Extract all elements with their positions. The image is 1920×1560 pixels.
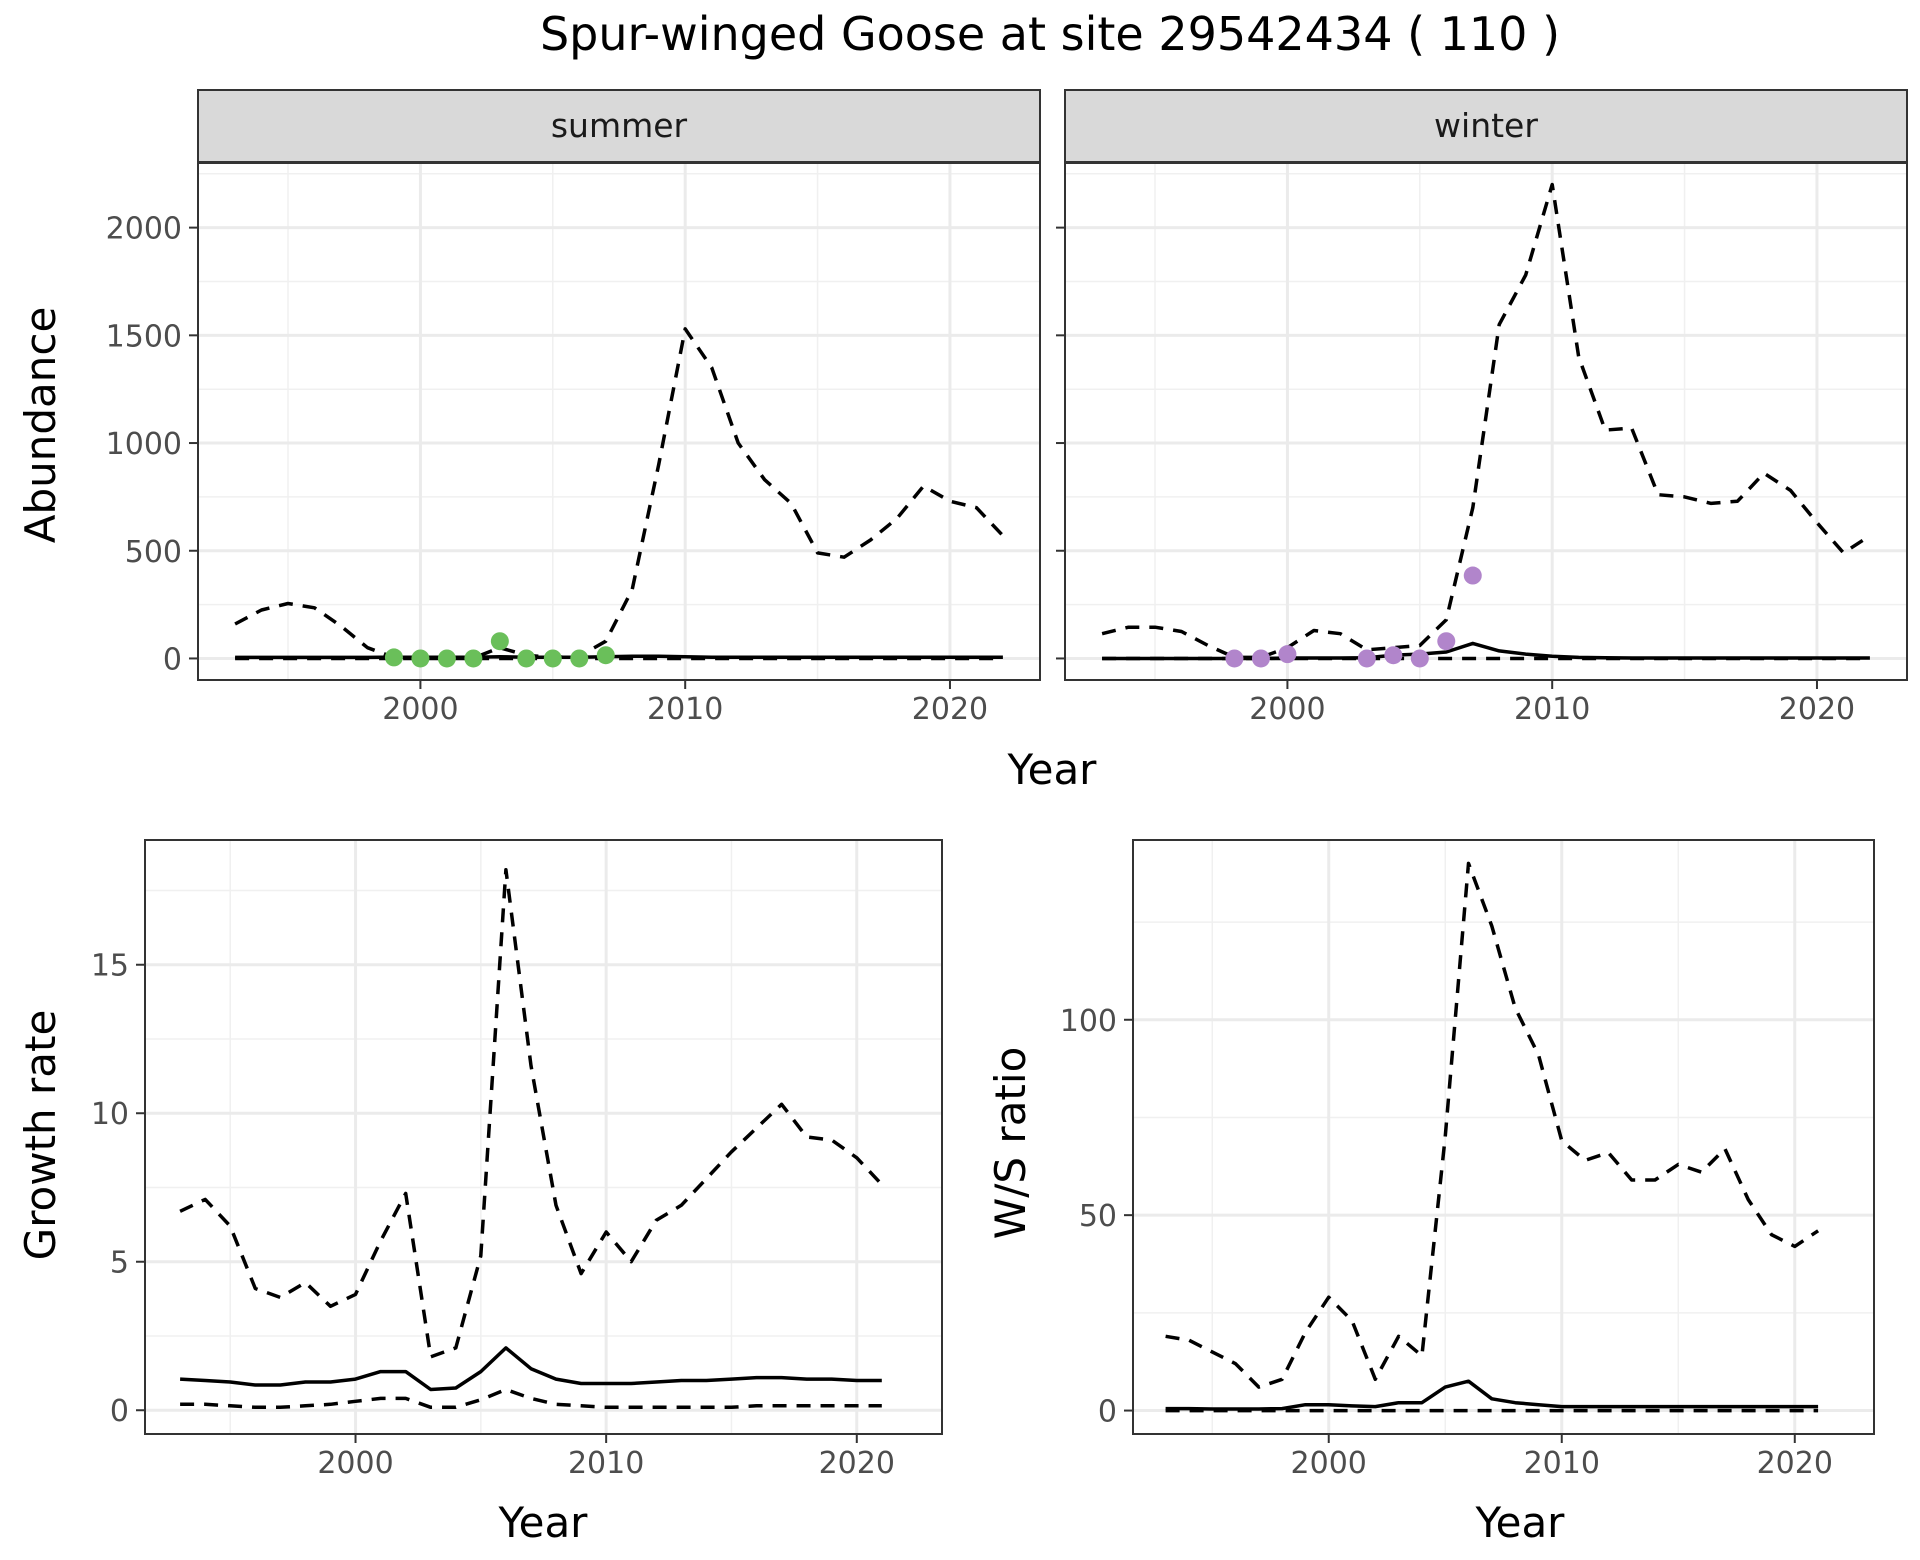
summer-series-1-line	[234, 327, 1005, 660]
growth-y-tick-label: 10	[91, 1097, 129, 1132]
growth-panel-border	[144, 839, 943, 1435]
summer-data-point	[543, 649, 562, 668]
summer-y-tick-label: 2000	[106, 212, 182, 247]
growth-panel: 2000 2010 2020 0 5 10 15	[91, 839, 943, 1481]
summer-data-point	[411, 649, 430, 668]
summer-data-point	[384, 648, 403, 667]
ws-plot: 2000 2010 2020 0 50 100	[1060, 839, 1875, 1481]
growth-x-tick-label: 2000	[317, 1446, 393, 1481]
winter-x-tick-label: 2000	[1249, 692, 1325, 727]
growth-y-tick-label: 5	[110, 1246, 129, 1281]
summer-data-point	[490, 632, 509, 651]
summer-data-point	[570, 649, 589, 668]
growth-series-0-line	[180, 1346, 882, 1392]
summer-data-point	[464, 649, 483, 668]
ws-y-tick-label: 0	[1098, 1395, 1117, 1430]
winter-data-point	[1410, 649, 1429, 668]
ws-panel-border	[1132, 839, 1875, 1435]
abundance-y-axis-title: Abundance	[16, 307, 65, 544]
ws-panel: 2000 2010 2020 0 50 100	[1060, 839, 1875, 1481]
ws-y-tick-label: 50	[1079, 1199, 1117, 1234]
winter-strip	[1064, 89, 1908, 163]
growth-x-axis-title: Year	[498, 1498, 589, 1547]
ws-series-0-line	[1165, 1379, 1819, 1411]
ws-x-tick-label: 2020	[1757, 1446, 1833, 1481]
summer-x-tick-label: 2020	[912, 692, 988, 727]
winter-plot-background	[1065, 163, 1907, 680]
winter-data-point	[1225, 649, 1244, 668]
winter-x-tick-label: 2010	[1514, 692, 1590, 727]
summer-data-point	[517, 649, 536, 668]
growth-x-tick-label: 2020	[819, 1446, 895, 1481]
winter-plot: 2000 2010 2020	[1056, 162, 1908, 727]
summer-plot: 2000 2010 2020 0 500 1000 1500 2000	[106, 162, 1041, 727]
ws-y-axis-title: W/S ratio	[986, 1047, 1035, 1240]
growth-y-axis-title: Growth rate	[16, 1010, 65, 1261]
ws-x-tick-label: 2000	[1291, 1446, 1367, 1481]
growth-series-1-line	[179, 867, 884, 1359]
summer-y-tick-label: 1000	[106, 427, 182, 462]
winter-data-point	[1463, 566, 1482, 585]
growth-y-tick-label: 0	[110, 1394, 129, 1429]
summer-x-tick-label: 2010	[647, 692, 723, 727]
summer-data-point	[596, 646, 615, 665]
summer-data-point	[437, 649, 456, 668]
winter-data-point	[1278, 645, 1297, 664]
growth-plot: 2000 2010 2020 0 5 10 15	[91, 839, 943, 1481]
ws-x-axis-title: Year	[1475, 1498, 1566, 1547]
winter-panel: winter 2000 2010 2020	[1056, 89, 1908, 727]
winter-data-point	[1251, 649, 1270, 668]
summer-plot-background	[198, 163, 1040, 680]
ws-plot-background	[1133, 840, 1874, 1434]
growth-y-tick-label: 15	[91, 949, 129, 984]
summer-panel-border	[197, 162, 1041, 681]
summer-y-tick-label: 1500	[106, 319, 182, 354]
winter-strip-label: winter	[1434, 106, 1538, 145]
winter-series-1-line	[1101, 182, 1871, 660]
growth-x-tick-label: 2010	[568, 1446, 644, 1481]
winter-x-tick-label: 2020	[1779, 692, 1855, 727]
ws-y-tick-label: 100	[1060, 1004, 1117, 1039]
ws-x-tick-label: 2010	[1524, 1446, 1600, 1481]
summer-panel: summer 2000 2010 2020 0 500 1000 1500 2000	[106, 89, 1041, 727]
summer-x-tick-label: 2000	[382, 692, 458, 727]
figure-title: Spur-winged Goose at site 29542434 ( 110…	[540, 7, 1560, 61]
winter-data-point	[1357, 649, 1376, 668]
winter-data-point	[1384, 646, 1403, 665]
abundance-x-axis-title: Year	[1007, 745, 1098, 794]
summer-strip	[197, 89, 1041, 163]
winter-data-point	[1437, 632, 1456, 651]
summer-strip-label: summer	[551, 106, 688, 145]
summer-y-tick-label: 500	[125, 535, 182, 570]
summer-y-tick-label: 0	[163, 642, 182, 677]
winter-panel-border	[1064, 162, 1908, 681]
ws-series-1-line	[1165, 861, 1820, 1389]
